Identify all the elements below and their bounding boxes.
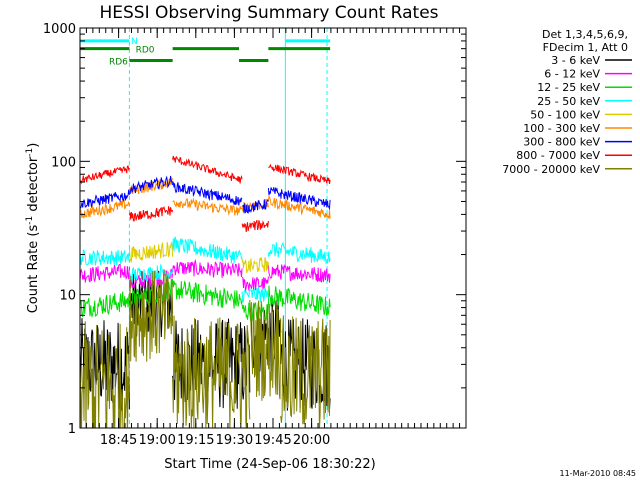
legend-label-5: 100 - 300 keV xyxy=(523,122,600,135)
footer-date: 11-Mar-2010 08:45 xyxy=(560,469,637,478)
series-2-segment-0 xyxy=(80,291,130,318)
series-2-segment-2 xyxy=(172,279,243,309)
legend-label-6: 300 - 800 keV xyxy=(523,136,600,149)
y-axis-label: Count Rate (s-1 detector-1) xyxy=(25,143,41,314)
x-tick-label: 20:00 xyxy=(293,433,330,448)
series-7-segment-2 xyxy=(172,155,243,184)
series-1-segment-3 xyxy=(242,276,269,292)
series-7-segment-3 xyxy=(241,219,269,232)
series-1-segment-2 xyxy=(172,258,243,278)
legend-label-8: 7000 - 20000 keV xyxy=(502,163,600,176)
flag-label-n: N xyxy=(131,37,138,47)
legend-label-7: 800 - 7000 keV xyxy=(516,149,600,162)
series-0-segment-3 xyxy=(249,295,282,372)
series-1-segment-0 xyxy=(80,263,130,283)
series-7-segment-4 xyxy=(268,163,331,185)
series-8-segment-4 xyxy=(280,315,331,428)
series-6 xyxy=(80,175,331,214)
series-5-segment-4 xyxy=(267,194,331,219)
legend-label-0: 3 - 6 keV xyxy=(551,54,600,67)
series-8-segment-0 xyxy=(80,321,130,428)
series-6-segment-2 xyxy=(172,181,243,206)
legend-label-3: 25 - 50 keV xyxy=(537,95,600,108)
series-8-segment-1 xyxy=(128,269,174,362)
series-5-segment-0 xyxy=(80,198,130,219)
series-1-segment-4 xyxy=(267,263,331,283)
legend-label-1: 6 - 12 keV xyxy=(544,68,600,81)
series-7-segment-0 xyxy=(80,165,130,185)
series-8-segment-3 xyxy=(249,299,282,401)
series-1 xyxy=(80,258,331,292)
legend-label-4: 50 - 100 keV xyxy=(530,108,600,121)
x-tick-label: 19:00 xyxy=(138,433,175,448)
plot-clip-group xyxy=(80,28,331,428)
series-3-segment-4 xyxy=(267,241,331,265)
series-3 xyxy=(80,236,331,303)
x-tick-label: 19:30 xyxy=(216,433,253,448)
series-0-segment-4 xyxy=(280,318,331,411)
series-6-segment-0 xyxy=(80,189,130,209)
y-tick-label: 10 xyxy=(59,289,76,304)
legend-label-2: 12 - 25 keV xyxy=(537,81,600,94)
series-4-segment-0 xyxy=(128,240,174,263)
legend-header-1: FDecim 1, Att 0 xyxy=(543,41,628,54)
flag-label-rd0: RD0 xyxy=(136,46,155,56)
x-tick-label: 19:45 xyxy=(254,433,291,448)
series-7 xyxy=(80,155,331,232)
series-3-segment-2 xyxy=(172,236,243,264)
series-5-segment-2 xyxy=(172,197,243,216)
series-3-segment-0 xyxy=(80,249,130,266)
x-tick-label: 19:15 xyxy=(177,433,214,448)
series-3-segment-1 xyxy=(128,263,174,283)
series-8 xyxy=(80,269,331,428)
x-axis-label: Start Time (24-Sep-06 18:30:22) xyxy=(164,457,375,472)
series-6-segment-3 xyxy=(241,199,269,214)
axis-ticks: 1 10 100 1000 18:45 19:00 19:15 19:30 19:45 20:00 xyxy=(43,22,466,448)
chart-title: HESSI Observing Summary Count Rates xyxy=(99,3,438,23)
series-8-segment-2 xyxy=(172,315,251,428)
series-2 xyxy=(80,278,331,323)
series-6-segment-4 xyxy=(267,187,331,211)
series-4-segment-1 xyxy=(241,257,269,274)
y-tick-label: 100 xyxy=(51,155,76,170)
y-tick-label: 1 xyxy=(68,422,76,437)
legend: Det 1,3,4,5,6,9,FDecim 1, Att 03 - 6 keV… xyxy=(502,28,632,176)
series-6-segment-1 xyxy=(129,175,174,195)
series-3-segment-3 xyxy=(241,286,269,303)
series-2-segment-4 xyxy=(267,285,331,316)
x-tick-label: 18:45 xyxy=(100,433,137,448)
series-5-segment-1 xyxy=(128,178,174,195)
y-tick-label: 1000 xyxy=(43,22,76,37)
series-4 xyxy=(128,240,269,274)
flag-label-rd6: RD6 xyxy=(109,58,128,68)
series-7-segment-1 xyxy=(128,206,174,222)
legend-header-0: Det 1,3,4,5,6,9, xyxy=(542,28,628,41)
